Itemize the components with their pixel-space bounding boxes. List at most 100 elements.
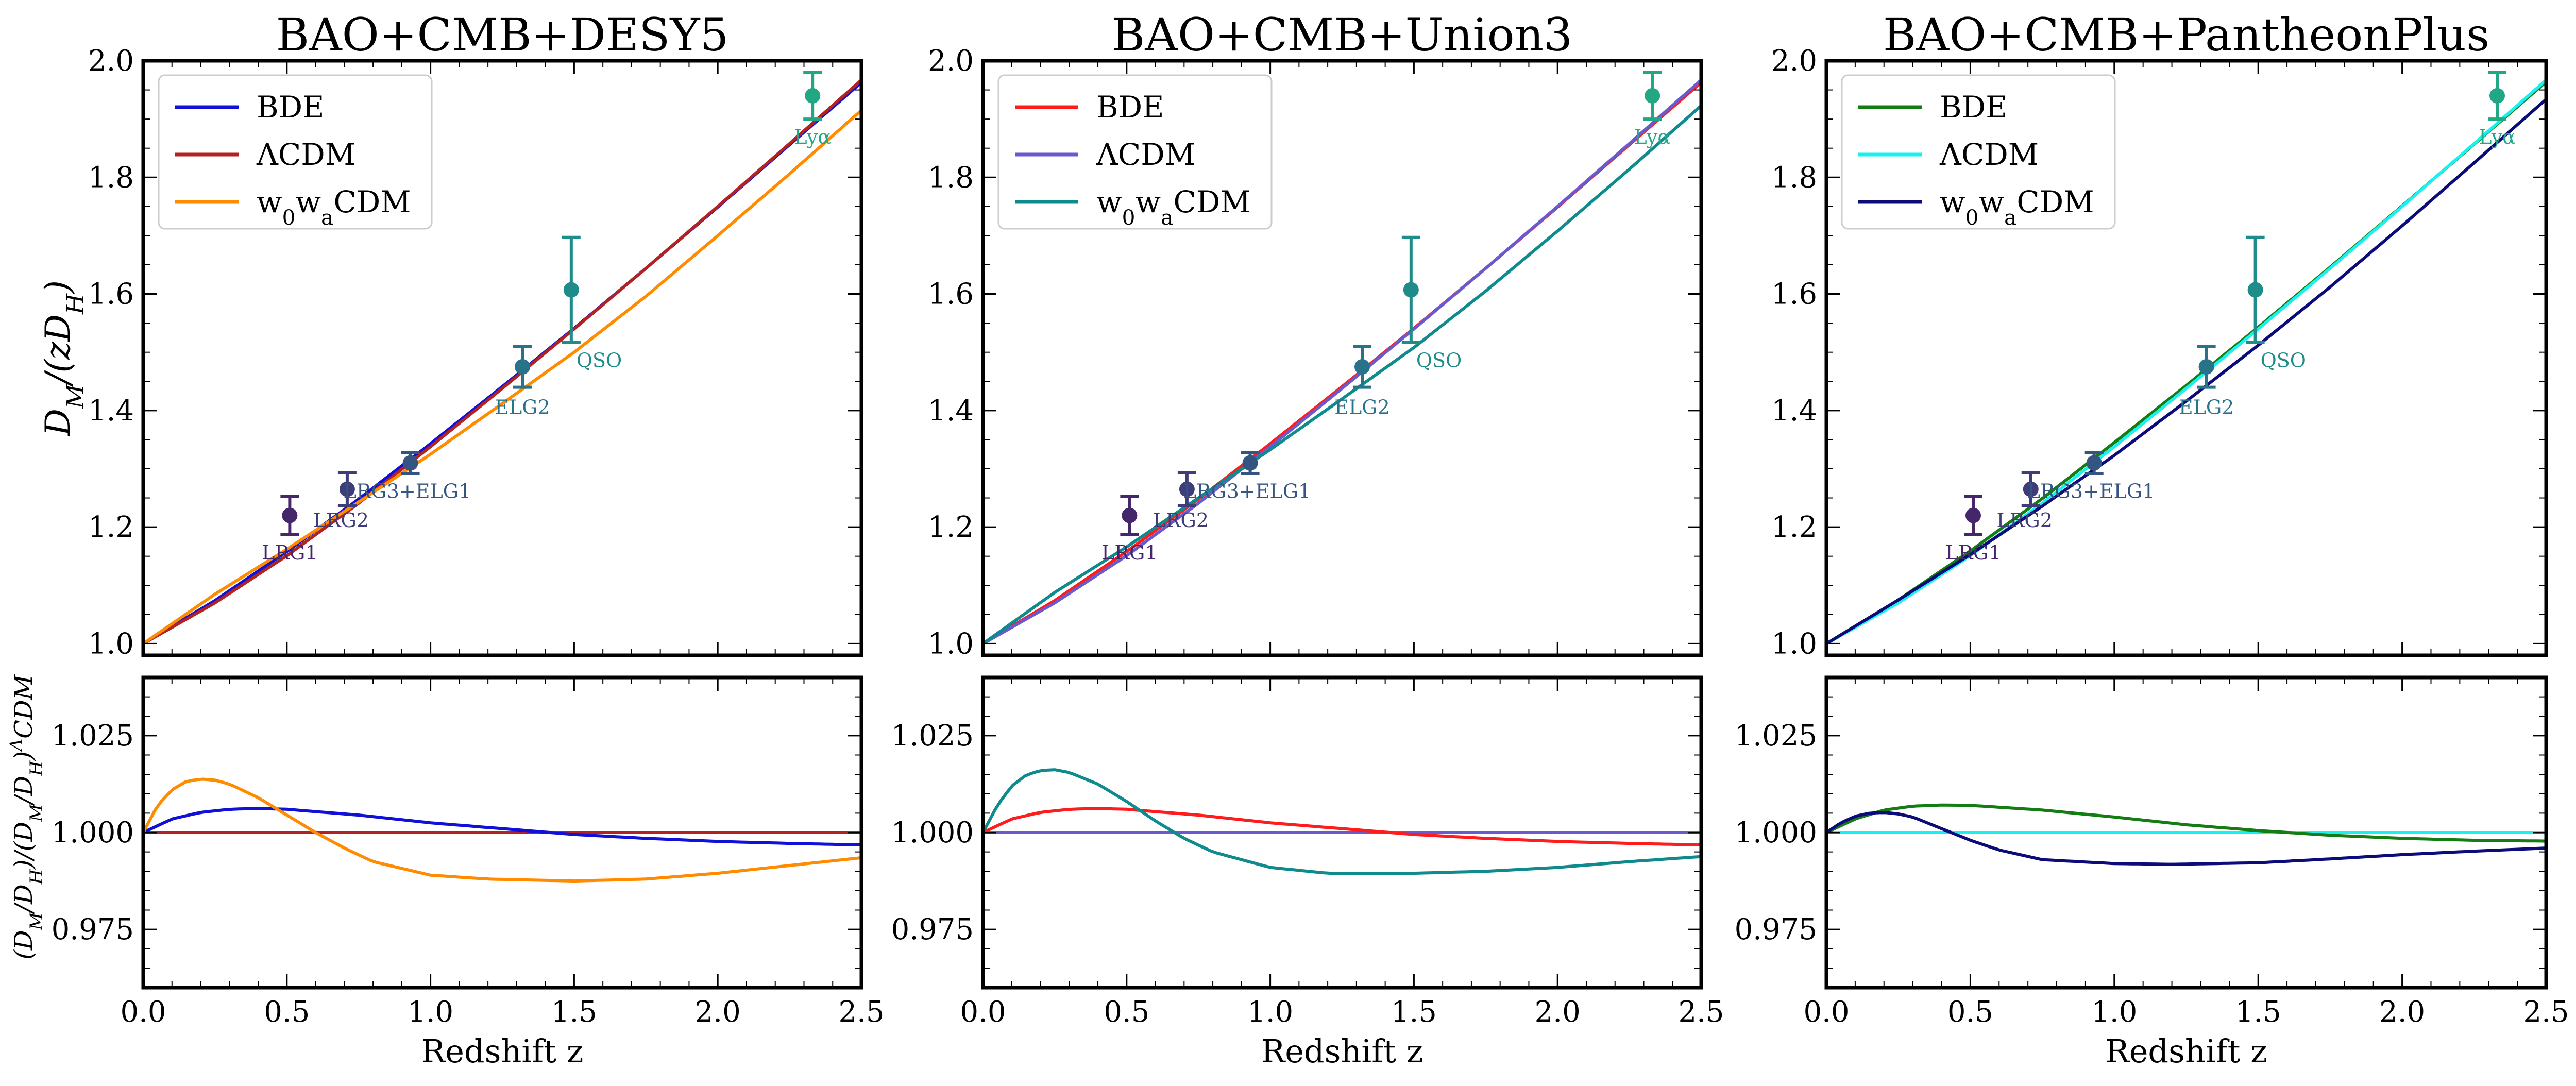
bottom-axes: 0.0 0.5 1.0 1.5 2.0 2.5 0.975 1.000 1.025	[891, 675, 1724, 1029]
data-point-LRG1	[1965, 507, 1981, 523]
legend-entry: BDE	[1940, 90, 2007, 125]
panel-title: BAO+CMB+PantheonPlus	[1883, 8, 2489, 61]
data-point-LRG3+ELG1	[1242, 455, 1258, 471]
legend-entry: ΛCDM	[1096, 137, 1195, 172]
bottom-frame	[1824, 675, 2548, 990]
data-point-ELG2	[515, 359, 531, 375]
x-tick-label: 2.0	[695, 995, 741, 1029]
data-point-label-ELG2: ELG2	[2179, 396, 2234, 419]
series-line-w0waCDM	[143, 109, 861, 645]
y-tick-label: 0.975	[52, 913, 134, 946]
y-tick-label: 1.8	[928, 161, 974, 194]
x-tick-label: 1.5	[1391, 995, 1437, 1029]
y-tick-label: 1.025	[1735, 719, 1817, 753]
y-tick-label: 1.6	[928, 278, 974, 311]
data-point-ELG2	[2198, 359, 2214, 375]
ratio-series-lines	[1826, 803, 2546, 866]
legend: BDE ΛCDM w0waCDM	[997, 74, 1273, 230]
y-tick-label: 1.0	[88, 627, 134, 660]
data-point-LRG3+ELG1	[402, 455, 418, 471]
y-tick-label: 0.975	[1735, 913, 1817, 946]
data-point-LRG2	[1179, 481, 1195, 497]
data-point-label-ELG2: ELG2	[1334, 396, 1390, 419]
y-tick-label: 0.975	[891, 913, 974, 946]
legend-entry: BDE	[257, 90, 324, 125]
bottom-axes: 0.0 0.5 1.0 1.5 2.0 2.5 0.975 1.000 1.025	[52, 675, 885, 1029]
top-axes: LRG1 LRG2 LRG3+ELG1 ELG2 QSO Lyα 1.0 1.2 1.4 1.6 1…	[88, 44, 863, 660]
data-point-label-QSO: QSO	[1416, 349, 1462, 371]
legend-box	[1841, 74, 2116, 230]
data-point-label-LRG2: LRG2	[1153, 509, 1209, 532]
legend-entry: w0waCDM	[257, 184, 411, 230]
x-tick-label: 1.5	[551, 995, 597, 1029]
y-tick-label: 1.2	[928, 511, 974, 544]
data-point-label-Lyα: Lyα	[2479, 126, 2516, 148]
x-tick-label: 2.5	[2523, 995, 2569, 1029]
top-series-lines	[143, 79, 861, 646]
y-tick-label: 1.000	[52, 816, 134, 850]
data-point-label-Lyα: Lyα	[794, 126, 831, 148]
x-tick-label: 2.0	[1535, 995, 1581, 1029]
legend-box	[158, 74, 433, 230]
top-frame	[1824, 59, 2548, 657]
legend-entry: ΛCDM	[256, 137, 355, 172]
top-axes: LRG1 LRG2 LRG3+ELG1 ELG2 QSO Lyα 1.0 1.2 1.4 1.6 1…	[1771, 44, 2548, 660]
data-point-label-QSO: QSO	[577, 349, 622, 371]
data-point-label-LRG2: LRG2	[1997, 509, 2053, 532]
legend: BDE ΛCDM w0waCDM	[1841, 74, 2116, 230]
y-tick-label: 1.0	[1771, 627, 1817, 660]
data-point-QSO	[2247, 282, 2263, 298]
data-point-label-LRG1: LRG1	[262, 541, 317, 564]
y-tick-label: 1.025	[52, 719, 134, 753]
data-point-LRG3+ELG1	[2086, 455, 2102, 471]
legend: BDE ΛCDM w0waCDM	[158, 74, 433, 230]
data-point-LRG1	[1122, 507, 1138, 523]
y-tick-label: 1.000	[891, 816, 974, 850]
panel-title: BAO+CMB+Union3	[1112, 8, 1573, 61]
y-axis-label-bottom: (DM/DH)/(DM/DH)ΛCDM	[6, 673, 46, 959]
legend-box	[997, 74, 1273, 230]
data-point-label-Lyα: Lyα	[1634, 126, 1671, 148]
ratio-line-w0waCDM	[983, 768, 1701, 875]
y-tick-label: 2.0	[88, 44, 134, 78]
y-tick-label: 1.6	[1771, 278, 1817, 311]
x-tick-label: 0.5	[1947, 995, 1993, 1029]
x-tick-label: 1.5	[2235, 995, 2281, 1029]
ratio-line-BDE	[983, 807, 1701, 847]
y-tick-label: 1.2	[88, 511, 134, 544]
y-tick-label: 2.0	[1771, 44, 1817, 78]
data-point-Lyα	[1645, 88, 1660, 104]
legend-entry: BDE	[1096, 90, 1164, 125]
x-tick-label: 1.0	[408, 995, 453, 1029]
x-tick-label: 2.5	[838, 995, 884, 1029]
x-tick-label: 0.0	[960, 995, 1006, 1029]
data-point-LRG1	[282, 507, 298, 523]
y-axis-label-top: DM/(zDH)	[38, 280, 89, 436]
data-point-label-LRG1: LRG1	[1101, 541, 1157, 564]
data-point-label-LRG3+ELG1: LRG3+ELG1	[344, 480, 471, 503]
data-point-QSO	[1403, 282, 1419, 298]
bottom-axes: 0.0 0.5 1.0 1.5 2.0 2.5 0.975 1.000 1.025	[1735, 675, 2569, 1029]
ratio-line-w0waCDM	[1826, 811, 2546, 866]
y-tick-label: 1.0	[928, 627, 974, 660]
x-tick-label: 2.5	[1678, 995, 1724, 1029]
top-series-lines	[983, 79, 1701, 646]
data-point-QSO	[563, 282, 579, 298]
x-tick-label: 1.0	[2091, 995, 2137, 1029]
panel-3: BAO+CMB+PantheonPlus LRG1 LRG2 LRG3+ELG1 ELG…	[1735, 8, 2569, 1070]
y-tick-label: 1.4	[88, 394, 134, 428]
x-axis-label: Redshift z	[421, 1032, 584, 1070]
y-tick-label: 1.2	[1771, 511, 1817, 544]
x-tick-label: 0.0	[120, 995, 166, 1029]
ratio-line-BDE	[1826, 803, 2546, 843]
data-point-Lyα	[2489, 88, 2505, 104]
panel-title: BAO+CMB+DESY5	[276, 8, 728, 61]
y-tick-label: 1.6	[88, 278, 134, 311]
x-tick-label: 0.0	[1803, 995, 1849, 1029]
series-line-w0waCDM	[983, 104, 1701, 645]
x-tick-label: 2.0	[2379, 995, 2425, 1029]
ratio-series-lines	[143, 777, 861, 883]
legend-entry: ΛCDM	[1939, 137, 2039, 172]
bottom-frame	[141, 675, 863, 990]
